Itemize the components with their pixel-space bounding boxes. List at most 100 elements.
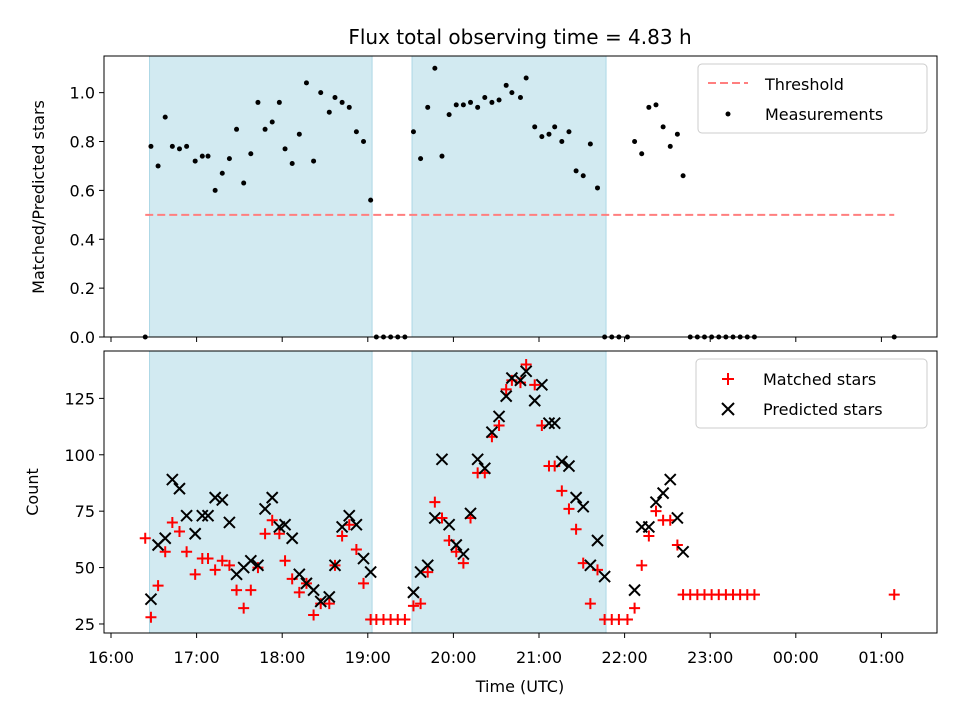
top-x-ticks	[110, 337, 882, 342]
measurement-point	[439, 153, 445, 159]
y-tick-label: 0.2	[70, 279, 95, 298]
measurement-point	[276, 99, 282, 105]
measurement-point	[361, 139, 367, 145]
matched-star-point	[279, 555, 291, 567]
y-tick-label: 0.6	[70, 181, 95, 200]
predicted-star-point	[591, 534, 604, 547]
shaded-interval	[149, 55, 373, 338]
measurement-point	[339, 99, 345, 105]
matched-star-point	[308, 609, 320, 621]
matched-star-point	[407, 600, 419, 612]
predicted-star-point	[350, 518, 363, 531]
top-legend: Threshold Measurements	[697, 63, 928, 134]
x-tick-label: 00:00	[773, 648, 819, 667]
predicted-star-point	[335, 520, 349, 534]
x-axis-title: Time (UTC)	[475, 677, 564, 696]
predicted-star-point	[244, 554, 258, 568]
matched-star-point	[245, 584, 257, 596]
predicted-star-point	[166, 473, 179, 486]
y-tick-label: 0.0	[70, 328, 95, 347]
matched-star-point	[748, 589, 760, 601]
predicted-star-point	[656, 486, 670, 500]
predicted-star-point	[642, 520, 656, 534]
predicted-star-point	[676, 545, 690, 558]
matched-star-point	[173, 525, 185, 537]
measurement-point	[632, 139, 638, 145]
predicted-star-point	[535, 378, 549, 392]
matched-star-point	[350, 544, 362, 556]
measurement-point	[425, 104, 431, 110]
predicted-star-point	[196, 509, 209, 522]
measurement-point	[482, 95, 488, 101]
matched-star-point	[139, 532, 151, 544]
measurement-point	[241, 180, 247, 186]
measurement-point	[296, 131, 302, 137]
y-tick-label: 0.8	[70, 133, 95, 152]
predicted-star-point	[528, 394, 541, 407]
legend-matched-swatch	[722, 373, 734, 385]
y-tick-label: 25	[75, 615, 95, 634]
measurement-point	[148, 143, 154, 149]
top-panel: 0.0 0.2 0.4 0.6 0.8 1.0 Flux total observing …	[29, 25, 938, 347]
measurement-point	[517, 95, 523, 101]
matched-star-point	[436, 512, 448, 524]
legend-predicted-swatch	[721, 402, 735, 416]
measurement-point	[503, 82, 509, 88]
predicted-star-point	[435, 453, 449, 466]
matched-star-point	[650, 505, 662, 517]
measurement-point	[674, 131, 680, 137]
bottom-panel: 25 50 75 100 125 16:00 17:00 18:00 19:00 20:00 21…	[23, 350, 938, 696]
predicted-star-point	[555, 455, 569, 468]
measurement-point	[418, 156, 424, 162]
measurement-point	[155, 163, 161, 169]
measurement-point	[353, 129, 359, 135]
predicted-star-point	[201, 509, 215, 522]
predicted-star-point	[598, 570, 611, 583]
matched-star-point	[166, 516, 178, 528]
predicted-star-point	[364, 565, 377, 579]
matched-star-point	[643, 530, 655, 542]
bottom-axes-frame	[103, 350, 938, 634]
measurement-point	[587, 141, 593, 147]
measurement-point	[226, 156, 232, 162]
matched-star-point	[152, 580, 164, 592]
measurement-point	[318, 90, 324, 96]
matched-star-point	[231, 584, 243, 596]
measurement-point	[192, 158, 198, 164]
measurement-point	[496, 97, 502, 103]
measurement-point	[594, 185, 600, 191]
y-tick-label: 75	[75, 502, 95, 521]
predicted-star-point	[343, 509, 356, 522]
measurement-point	[667, 143, 673, 149]
bottom-legend-box	[695, 358, 928, 429]
predicted-star-point	[671, 511, 684, 525]
matched-star-point	[273, 528, 285, 540]
matched-star-point	[584, 598, 596, 610]
matched-star-point	[223, 559, 235, 571]
x-tick-label: 16:00	[88, 648, 134, 667]
y-tick-label: 0.4	[70, 230, 95, 249]
measurement-point	[199, 153, 205, 159]
matched-star-point	[399, 613, 411, 625]
predicted-star-point	[144, 592, 158, 606]
predicted-star-point	[542, 416, 556, 430]
matched-star-point	[181, 546, 193, 558]
measurement-point	[523, 75, 529, 81]
matched-star-point	[529, 379, 541, 391]
measurement-point	[205, 153, 211, 159]
x-tick-label: 01:00	[858, 648, 904, 667]
measurement-point	[539, 134, 545, 140]
measurement-point	[566, 129, 572, 135]
predicted-star-point	[314, 595, 327, 608]
measurement-point	[468, 99, 474, 105]
predicted-star-point	[471, 453, 484, 466]
predicted-star-point	[285, 532, 299, 545]
matched-star-point	[159, 546, 171, 558]
top-y-ticks: 0.0 0.2 0.4 0.6 0.8 1.0	[70, 84, 104, 347]
measurement-point	[248, 151, 254, 157]
matched-star-point	[493, 419, 505, 431]
matched-star-point	[570, 523, 582, 535]
measurement-point	[460, 102, 466, 108]
predicted-star-point	[307, 583, 320, 597]
predicted-star-point	[569, 491, 583, 504]
